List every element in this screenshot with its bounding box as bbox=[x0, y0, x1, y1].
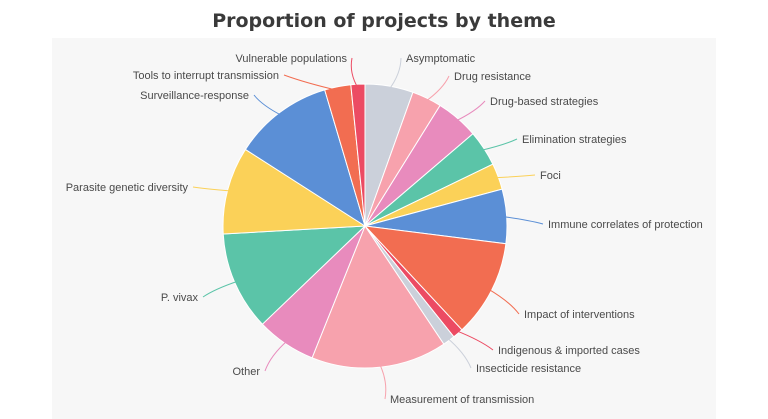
connector-line-drug-resistance bbox=[424, 75, 450, 103]
connector-line-other bbox=[264, 339, 289, 372]
connector-line-impact-of-interventions bbox=[487, 288, 520, 315]
connector-line-elimination-strategies bbox=[480, 138, 518, 151]
connector-line-vulnerable-populations bbox=[350, 57, 359, 89]
connector-line-tools-to-interrupt-transmission bbox=[283, 74, 339, 92]
slice-label-immune-correlates-of-protection: Immune correlates of protection bbox=[548, 219, 703, 231]
slice-label-asymptomatic: Asymptomatic bbox=[406, 53, 476, 65]
connector-line-asymptomatic bbox=[388, 57, 402, 91]
slice-label-elimination-strategies: Elimination strategies bbox=[522, 134, 627, 146]
slice-label-foci: Foci bbox=[540, 170, 561, 182]
pie-slice-vulnerable-populations[interactable] bbox=[350, 83, 366, 227]
slice-label-impact-of-interventions: Impact of interventions bbox=[524, 309, 635, 321]
pie-slice-surveillance-response[interactable] bbox=[244, 89, 366, 228]
slice-label-vulnerable-populations: Vulnerable populations bbox=[235, 53, 347, 65]
slice-label-tools-to-interrupt-transmission: Tools to interrupt transmission bbox=[133, 70, 279, 82]
slice-label-p-vivax: P. vivax bbox=[161, 292, 199, 304]
connector-line-surveillance-response bbox=[253, 94, 283, 117]
connector-line-immune-correlates-of-protection bbox=[502, 216, 544, 225]
connector-line-foci bbox=[494, 174, 536, 179]
slice-label-surveillance-response: Surveillance-response bbox=[140, 90, 249, 102]
connector-line-indigenous-imported-cases bbox=[455, 329, 494, 351]
connector-line-p-vivax bbox=[202, 280, 239, 298]
connector-line-insecticide-resistance bbox=[446, 336, 472, 369]
pie-slice-parasite-genetic-diversity[interactable] bbox=[222, 148, 367, 235]
slice-label-other: Other bbox=[232, 366, 260, 378]
slice-label-indigenous-imported-cases: Indigenous & imported cases bbox=[498, 345, 640, 357]
slice-label-drug-based-strategies: Drug-based strategies bbox=[490, 96, 599, 108]
slice-label-measurement-of-transmission: Measurement of transmission bbox=[390, 394, 534, 406]
connector-line-measurement-of-transmission bbox=[378, 363, 387, 400]
chart-title: Proportion of projects by theme bbox=[212, 10, 556, 32]
slice-label-drug-resistance: Drug resistance bbox=[454, 71, 531, 83]
slice-label-parasite-genetic-diversity: Parasite genetic diversity bbox=[66, 182, 189, 194]
connector-line-parasite-genetic-diversity bbox=[192, 186, 232, 192]
slice-label-insecticide-resistance: Insecticide resistance bbox=[476, 363, 581, 375]
pie-slice-measurement-of-transmission[interactable] bbox=[311, 224, 445, 369]
connector-line-drug-based-strategies bbox=[454, 100, 486, 122]
